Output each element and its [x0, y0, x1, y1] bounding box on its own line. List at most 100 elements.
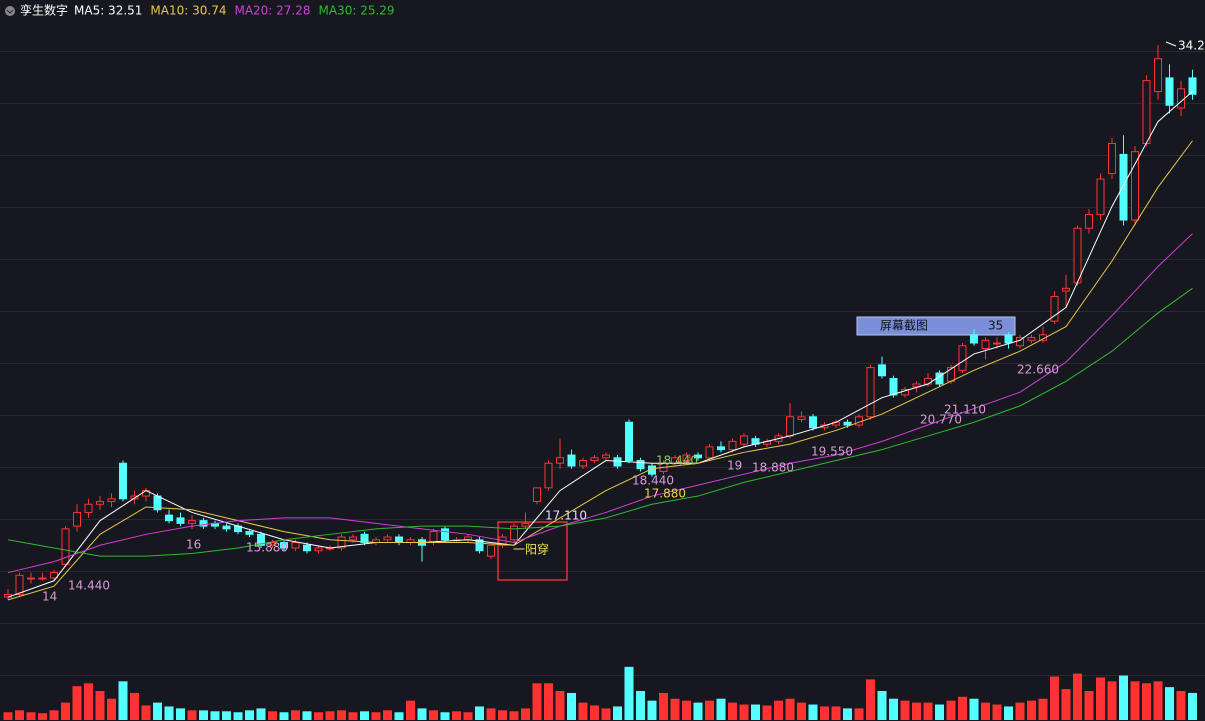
candle-body [694, 454, 702, 459]
stock-name: 孪生数字 [20, 3, 68, 18]
ma-legend: MA30: 25.29 [319, 4, 395, 18]
ma-line [7, 91, 1193, 598]
volume-bar [555, 691, 565, 720]
volume-bar [774, 700, 783, 720]
popup-value: 35 [988, 319, 1003, 333]
volume-bar [26, 712, 36, 720]
volume-bar [1096, 677, 1105, 720]
candle-body [636, 460, 645, 470]
volume-bar [3, 712, 13, 720]
volume-bar [417, 708, 427, 720]
menu-icon[interactable] [5, 6, 15, 16]
candle-body [567, 454, 576, 467]
volume-bar [314, 712, 323, 720]
volume-bar [222, 711, 231, 720]
candle-body [556, 457, 564, 464]
price-annotation: 16 [186, 538, 201, 552]
volume-bar [1084, 691, 1094, 720]
ma-line [7, 140, 1193, 601]
candle-body [970, 334, 978, 344]
popup-box[interactable] [856, 316, 1016, 336]
volume-bar [946, 700, 956, 720]
price-annotation: 14 [42, 590, 57, 604]
ma-line [7, 233, 1193, 574]
candle-body [222, 525, 231, 530]
price-annotation: 15.880 [246, 541, 288, 555]
volume-bar [199, 710, 208, 720]
candle-body [395, 536, 403, 544]
volume-bar [72, 686, 82, 720]
candle-body [912, 383, 921, 388]
volume-bar [716, 698, 726, 720]
candle-body [602, 454, 610, 459]
volume-bar [981, 702, 990, 720]
volume-bar [647, 700, 657, 720]
volume-bar [670, 698, 680, 720]
volume-bar [452, 711, 461, 720]
price-annotation: 18.880 [752, 461, 794, 475]
volume-bar [141, 705, 151, 720]
volume-bar [900, 700, 910, 720]
candle-body [107, 498, 116, 503]
volume-bar [912, 702, 921, 720]
volume-bar [49, 710, 59, 720]
candle-body [280, 542, 288, 549]
candle-body [188, 520, 196, 524]
volume-bar [728, 702, 737, 720]
candle-body [245, 531, 254, 535]
volume-bar [279, 712, 289, 720]
candle-body [1165, 77, 1174, 106]
volume-bar [429, 710, 438, 720]
volume-bar [325, 711, 335, 720]
volume-bar [245, 710, 254, 720]
volume-bar [440, 712, 450, 720]
volume-bar [762, 705, 772, 720]
ma-legend: MA10: 30.74 [150, 4, 226, 18]
candle-body [96, 501, 104, 505]
volume-bar [578, 702, 588, 720]
volume-bar [751, 704, 760, 720]
volume-bar [509, 711, 519, 720]
candle-body [314, 547, 323, 552]
volume-bar [498, 710, 507, 720]
volume-bar [463, 712, 473, 720]
candle-body [533, 487, 541, 503]
price-annotation: 20.770 [920, 413, 962, 427]
candle-body [1085, 214, 1093, 229]
volume-bar [210, 711, 220, 720]
volume-bar [797, 702, 806, 720]
candle-body [924, 378, 932, 385]
price-annotation: 17.880 [644, 487, 686, 501]
volume-bar [475, 706, 484, 720]
price-annotation: 18.440 [632, 474, 674, 488]
candle-body [717, 446, 725, 451]
volume-bar [808, 704, 818, 720]
volume-bar [739, 704, 749, 720]
price-annotation: 34.20 [1178, 39, 1205, 53]
candle-body [521, 522, 530, 527]
candle-body [728, 440, 737, 451]
candle-body [1062, 287, 1070, 292]
candle-body [487, 544, 495, 557]
candle-body [809, 416, 817, 429]
volume-bar [15, 710, 24, 720]
candle-body [1027, 337, 1036, 341]
candle-body [579, 460, 587, 467]
candle-body [843, 421, 852, 426]
volume-bar [337, 710, 346, 720]
candle-body [165, 514, 173, 522]
price-annotation: 19.550 [811, 445, 853, 459]
candle-body [1131, 151, 1139, 221]
candle-body [958, 345, 967, 371]
menu-arrow [6, 9, 14, 14]
candle-body [349, 536, 357, 541]
volume-bar [1165, 687, 1174, 720]
volume-bar [95, 691, 105, 720]
candle-body [27, 577, 35, 580]
volume-bar [992, 704, 1002, 720]
candle-body [441, 528, 449, 541]
candle-body [1142, 80, 1151, 144]
candle-body [1154, 58, 1162, 93]
volume-bar [302, 711, 312, 720]
volume-bar [61, 702, 70, 720]
